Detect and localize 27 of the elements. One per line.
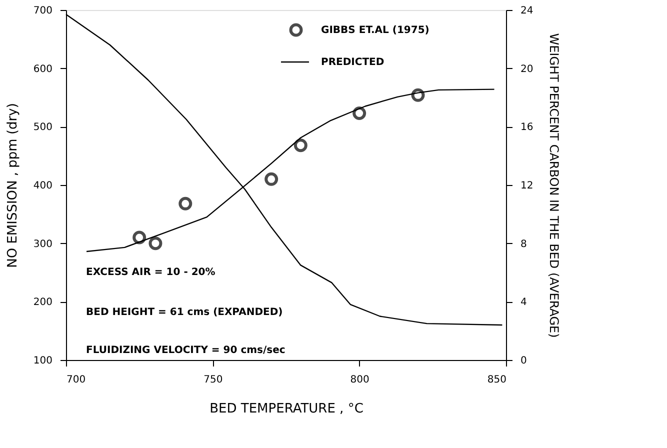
line-series [86, 88, 495, 252]
x-tick-label: 750 [204, 374, 223, 386]
y2-tick-label: 8 [520, 238, 527, 250]
annotation: FLUIDIZING VELOCITY = 90 cms/sec [86, 345, 286, 356]
y-tick-label: 200 [33, 297, 52, 308]
y-tick-label: 100 [33, 356, 52, 366]
legend-label: PREDICTED [321, 57, 384, 68]
y2-tick-label: 0 [520, 356, 527, 366]
legend-label: GIBBS ET.AL (1975) [321, 25, 430, 36]
x-axis-title: BED TEMPERATURE , °C [210, 402, 364, 416]
x-tick-label: 850 [487, 374, 506, 386]
y-axis-title: NO EMISSION , ppm (dry) [5, 103, 20, 268]
x-tick-label: 700 [66, 374, 86, 386]
y2-tick-label: 24 [520, 6, 534, 16]
x-tick-label: 800 [350, 374, 370, 386]
annotation: EXCESS AIR = 10 - 20% [86, 267, 216, 278]
y2-axis-title: WEIGHT PERCENT CARBON IN THE BED (AVERAGE) [547, 33, 562, 338]
y2-tick-label: 20 [520, 64, 534, 75]
y-tick-label: 600 [33, 64, 52, 75]
y-tick-label: 400 [33, 180, 52, 192]
y2-tick-label: 12 [520, 180, 534, 192]
y2-tick-label: 4 [520, 297, 527, 308]
y2-tick-label: 16 [520, 122, 534, 134]
y-tick-label: 700 [33, 6, 52, 16]
y-tick-label: 300 [33, 238, 52, 250]
y-tick-label: 500 [33, 122, 52, 134]
annotation: BED HEIGHT = 61 cms (EXPANDED) [86, 307, 283, 318]
